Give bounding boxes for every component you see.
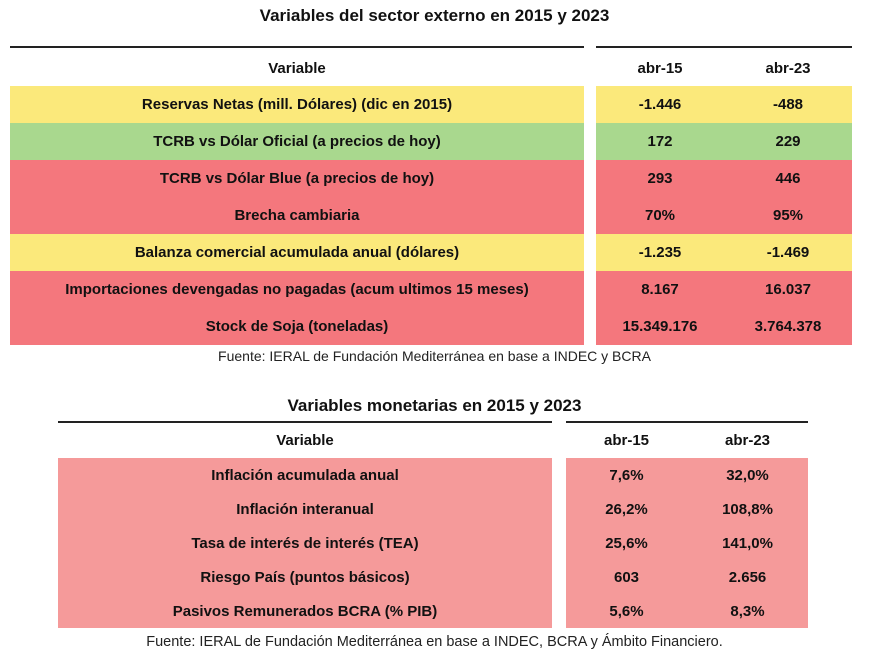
abr15-cell: 26,2% [566,492,687,526]
table1-title: Variables del sector externo en 2015 y 2… [259,6,610,25]
variable-cell: Brecha cambiaria [10,197,584,234]
table2-title: Variables monetarias en 2015 y 2023 [287,396,582,415]
variable-cell: Inflación interanual [58,492,552,526]
abr23-cell: 16.037 [724,271,852,308]
table-row: Stock de Soja (toneladas) 15.349.176 3.764… [10,308,852,345]
table2-top-rule-left [58,421,552,423]
abr15-cell: 8.167 [596,271,724,308]
table1-header-abr15: abr-15 [637,59,683,77]
variable-cell: Riesgo País (puntos básicos) [58,560,552,594]
abr15-cell: -1.446 [596,86,724,123]
table1-header-abr23: abr-23 [765,59,811,77]
abr15-cell: 5,6% [566,594,687,628]
abr23-cell: -488 [724,86,852,123]
table-row: TCRB vs Dólar Oficial (a precios de hoy)… [10,123,852,160]
variable-cell: Tasa de interés de interés (TEA) [58,526,552,560]
abr15-cell: 293 [596,160,724,197]
table1: Variable abr-15 abr-23 Reservas Netas (m… [10,50,852,345]
table2-header-row: Variable abr-15 abr-23 [58,424,808,456]
abr15-cell: 603 [566,560,687,594]
table-row: Inflación acumulada anual 7,6% 32,0% [58,458,808,492]
abr23-cell: 141,0% [687,526,808,560]
table2: Variable abr-15 abr-23 Inflación acumula… [58,424,808,629]
table1-source: Fuente: IERAL de Fundación Mediterránea … [218,348,651,364]
table-row: Inflación interanual 26,2% 108,8% [58,492,808,526]
table2-header-abr23: abr-23 [724,431,771,449]
variable-cell: Stock de Soja (toneladas) [10,308,584,345]
variable-cell: TCRB vs Dólar Blue (a precios de hoy) [10,160,584,197]
variable-cell: Reservas Netas (mill. Dólares) (dic en 2… [10,86,584,123]
abr15-cell: 172 [596,123,724,160]
table-row: Reservas Netas (mill. Dólares) (dic en 2… [10,86,852,123]
table1-header-variable: Variable [268,59,326,77]
abr23-cell: 446 [724,160,852,197]
table1-top-rule-right [596,46,852,48]
abr15-cell: 70% [596,197,724,234]
variable-cell: Inflación acumulada anual [58,458,552,492]
abr15-cell: 7,6% [566,458,687,492]
variable-cell: Pasivos Remunerados BCRA (% PIB) [58,594,552,628]
table2-header-abr15: abr-15 [603,431,650,449]
variable-cell: Balanza comercial acumulada anual (dólar… [10,234,584,271]
abr23-cell: 3.764.378 [724,308,852,345]
table-row: Balanza comercial acumulada anual (dólar… [10,234,852,271]
variable-cell: TCRB vs Dólar Oficial (a precios de hoy) [10,123,584,160]
variable-cell: Importaciones devengadas no pagadas (acu… [10,271,584,308]
abr23-cell: 108,8% [687,492,808,526]
table2-header-variable: Variable [276,431,334,449]
table-row: TCRB vs Dólar Blue (a precios de hoy) 293… [10,160,852,197]
table2-source: Fuente: IERAL de Fundación Mediterránea … [146,634,723,650]
table-row: Brecha cambiaria 70% 95% [10,197,852,234]
abr23-cell: 8,3% [687,594,808,628]
table1-header-row: Variable abr-15 abr-23 [10,50,852,86]
table2-top-rule-right [566,421,808,423]
abr23-cell: 2.656 [687,560,808,594]
abr23-cell: -1.469 [724,234,852,271]
abr23-cell: 229 [724,123,852,160]
abr23-cell: 32,0% [687,458,808,492]
abr15-cell: -1.235 [596,234,724,271]
table1-top-rule-left [10,46,584,48]
table-row: Tasa de interés de interés (TEA) 25,6% 141… [58,526,808,560]
table-row: Pasivos Remunerados BCRA (% PIB) 5,6% 8,3% [58,594,808,628]
table-row: Importaciones devengadas no pagadas (acu… [10,271,852,308]
abr15-cell: 25,6% [566,526,687,560]
abr23-cell: 95% [724,197,852,234]
table-row: Riesgo País (puntos básicos) 603 2.656 [58,560,808,594]
abr15-cell: 15.349.176 [596,308,724,345]
